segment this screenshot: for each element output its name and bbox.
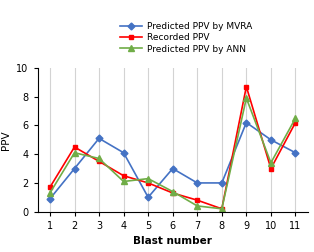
Recorded PPV [48,186,52,189]
Recorded PPV [122,174,126,177]
Recorded PPV [269,167,273,170]
Recorded PPV [195,199,199,202]
Predicted PPV by ANN [48,192,52,195]
Predicted PPV by ANN [220,207,224,210]
Predicted PPV by MVRA [171,167,175,170]
Recorded PPV [73,145,76,148]
Predicted PPV by ANN [146,177,150,180]
Predicted PPV by MVRA [294,151,297,154]
Predicted PPV by MVRA [48,197,52,200]
Predicted PPV by ANN [269,161,273,164]
Predicted PPV by MVRA [245,121,248,124]
Predicted PPV by MVRA [269,138,273,141]
Predicted PPV by MVRA [97,137,101,140]
Predicted PPV by ANN [245,97,248,100]
Recorded PPV [171,192,175,195]
Predicted PPV by ANN [171,190,175,193]
Recorded PPV [220,207,224,210]
Predicted PPV by MVRA [146,196,150,199]
Predicted PPV by MVRA [122,151,126,154]
Predicted PPV by ANN [122,180,126,183]
Legend: Predicted PPV by MVRA, Recorded PPV, Predicted PPV by ANN: Predicted PPV by MVRA, Recorded PPV, Pre… [118,20,254,55]
Predicted PPV by ANN [195,204,199,207]
Line: Recorded PPV: Recorded PPV [47,84,298,211]
Predicted PPV by MVRA [195,181,199,184]
Recorded PPV [245,85,248,88]
Recorded PPV [97,160,101,163]
Line: Predicted PPV by MVRA: Predicted PPV by MVRA [47,120,298,201]
Line: Predicted PPV by ANN: Predicted PPV by ANN [47,95,298,212]
Predicted PPV by ANN [73,151,76,154]
Y-axis label: PPV: PPV [1,130,11,150]
Recorded PPV [146,181,150,184]
Recorded PPV [294,121,297,124]
Predicted PPV by MVRA [73,167,76,170]
Predicted PPV by ANN [294,117,297,120]
X-axis label: Blast number: Blast number [133,236,212,246]
Predicted PPV by MVRA [220,181,224,184]
Predicted PPV by ANN [97,157,101,160]
